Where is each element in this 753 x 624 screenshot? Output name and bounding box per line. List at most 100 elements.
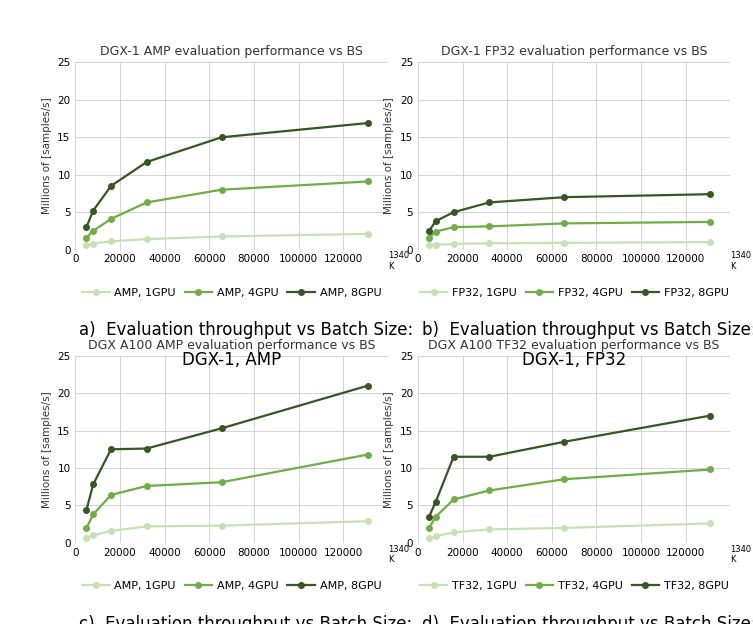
Text: b)  Evaluation throughput vs Batch Size:: b) Evaluation throughput vs Batch Size:	[422, 321, 753, 339]
TF32, 4GPU	[485, 487, 494, 494]
AMP, 8GPU	[364, 119, 373, 127]
TF32, 4GPU	[706, 466, 715, 473]
AMP, 1GPU	[142, 235, 151, 243]
TF32, 4GPU	[425, 524, 434, 532]
TF32, 1GPU	[431, 532, 441, 540]
FP32, 8GPU	[449, 208, 458, 216]
TF32, 8GPU	[425, 513, 434, 520]
AMP, 1GPU	[364, 230, 373, 238]
Y-axis label: Millions of [samples/s]: Millions of [samples/s]	[384, 391, 395, 508]
AMP, 4GPU	[89, 510, 98, 518]
FP32, 1GPU	[485, 240, 494, 247]
TF32, 8GPU	[559, 438, 569, 446]
TF32, 4GPU	[431, 513, 441, 520]
Text: 1340
K: 1340 K	[388, 545, 409, 564]
FP32, 1GPU	[431, 241, 441, 248]
Line: AMP, 4GPU: AMP, 4GPU	[84, 178, 370, 240]
AMP, 8GPU	[364, 382, 373, 389]
Line: AMP, 1GPU: AMP, 1GPU	[84, 519, 370, 540]
FP32, 4GPU	[449, 223, 458, 231]
TF32, 4GPU	[559, 475, 569, 483]
FP32, 4GPU	[559, 220, 569, 227]
FP32, 8GPU	[425, 227, 434, 235]
FP32, 4GPU	[425, 234, 434, 241]
AMP, 1GPU	[82, 534, 91, 542]
Line: AMP, 4GPU: AMP, 4GPU	[84, 452, 370, 530]
FP32, 1GPU	[425, 241, 434, 249]
Text: 1340
K: 1340 K	[388, 251, 409, 271]
TF32, 1GPU	[425, 535, 434, 542]
AMP, 4GPU	[364, 178, 373, 185]
AMP, 1GPU	[217, 522, 226, 529]
Line: AMP, 8GPU: AMP, 8GPU	[84, 383, 370, 513]
AMP, 1GPU	[89, 532, 98, 539]
Line: FP32, 4GPU: FP32, 4GPU	[426, 219, 713, 240]
Line: AMP, 8GPU: AMP, 8GPU	[84, 120, 370, 230]
Title: DGX-1 FP32 evaluation performance vs BS: DGX-1 FP32 evaluation performance vs BS	[441, 46, 707, 59]
Title: DGX A100 TF32 evaluation performance vs BS: DGX A100 TF32 evaluation performance vs …	[428, 339, 720, 352]
TF32, 8GPU	[449, 453, 458, 461]
AMP, 4GPU	[89, 227, 98, 235]
FP32, 1GPU	[559, 239, 569, 246]
Text: c)  Evaluation throughput vs Batch Size:: c) Evaluation throughput vs Batch Size:	[79, 615, 413, 624]
AMP, 1GPU	[89, 240, 98, 247]
Text: DGX-1, FP32: DGX-1, FP32	[522, 351, 626, 369]
Y-axis label: Millions of [samples/s]: Millions of [samples/s]	[41, 97, 52, 215]
FP32, 8GPU	[485, 198, 494, 206]
AMP, 1GPU	[106, 527, 115, 535]
AMP, 4GPU	[82, 524, 91, 532]
Text: 1340
K: 1340 K	[730, 251, 751, 271]
Line: AMP, 1GPU: AMP, 1GPU	[84, 231, 370, 248]
AMP, 1GPU	[82, 241, 91, 249]
Legend: FP32, 1GPU, FP32, 4GPU, FP32, 8GPU: FP32, 1GPU, FP32, 4GPU, FP32, 8GPU	[415, 283, 733, 302]
AMP, 8GPU	[142, 445, 151, 452]
Line: FP32, 1GPU: FP32, 1GPU	[426, 240, 713, 248]
TF32, 1GPU	[449, 529, 458, 536]
AMP, 8GPU	[89, 207, 98, 215]
FP32, 1GPU	[449, 240, 458, 248]
AMP, 1GPU	[106, 238, 115, 245]
AMP, 8GPU	[106, 182, 115, 190]
FP32, 8GPU	[706, 190, 715, 198]
AMP, 4GPU	[106, 215, 115, 223]
TF32, 1GPU	[706, 520, 715, 527]
AMP, 4GPU	[217, 186, 226, 193]
TF32, 1GPU	[485, 525, 494, 533]
Title: DGX A100 AMP evaluation performance vs BS: DGX A100 AMP evaluation performance vs B…	[88, 339, 375, 352]
AMP, 8GPU	[89, 480, 98, 488]
AMP, 4GPU	[364, 451, 373, 458]
TF32, 1GPU	[559, 524, 569, 532]
AMP, 1GPU	[217, 233, 226, 240]
AMP, 8GPU	[106, 446, 115, 453]
AMP, 8GPU	[82, 223, 91, 231]
AMP, 8GPU	[217, 424, 226, 432]
Y-axis label: Millions of [samples/s]: Millions of [samples/s]	[41, 391, 52, 508]
FP32, 1GPU	[706, 238, 715, 246]
AMP, 8GPU	[82, 506, 91, 514]
Legend: AMP, 1GPU, AMP, 4GPU, AMP, 8GPU: AMP, 1GPU, AMP, 4GPU, AMP, 8GPU	[78, 577, 386, 595]
Text: 1340
K: 1340 K	[730, 545, 751, 564]
FP32, 4GPU	[706, 218, 715, 226]
FP32, 4GPU	[431, 228, 441, 235]
Title: DGX-1 AMP evaluation performance vs BS: DGX-1 AMP evaluation performance vs BS	[100, 46, 363, 59]
AMP, 4GPU	[217, 479, 226, 486]
AMP, 1GPU	[364, 517, 373, 525]
Y-axis label: Millions of [samples/s]: Millions of [samples/s]	[384, 97, 395, 215]
Line: TF32, 8GPU: TF32, 8GPU	[426, 413, 713, 519]
Text: DGX-1, AMP: DGX-1, AMP	[182, 351, 281, 369]
Legend: AMP, 1GPU, AMP, 4GPU, AMP, 8GPU: AMP, 1GPU, AMP, 4GPU, AMP, 8GPU	[78, 283, 386, 302]
TF32, 8GPU	[431, 498, 441, 505]
AMP, 4GPU	[82, 234, 91, 241]
AMP, 4GPU	[106, 491, 115, 499]
AMP, 1GPU	[142, 523, 151, 530]
FP32, 8GPU	[431, 217, 441, 225]
Text: a)  Evaluation throughput vs Batch Size:: a) Evaluation throughput vs Batch Size:	[79, 321, 413, 339]
FP32, 8GPU	[559, 193, 569, 201]
AMP, 8GPU	[217, 134, 226, 141]
Line: TF32, 1GPU: TF32, 1GPU	[426, 520, 713, 541]
TF32, 8GPU	[706, 412, 715, 419]
Line: TF32, 4GPU: TF32, 4GPU	[426, 467, 713, 530]
AMP, 4GPU	[142, 482, 151, 490]
TF32, 4GPU	[449, 495, 458, 503]
AMP, 8GPU	[142, 158, 151, 166]
